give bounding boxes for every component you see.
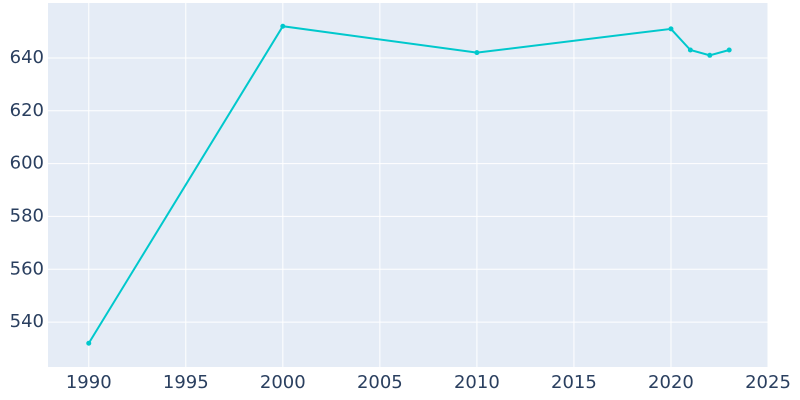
x-tick-label: 2020 — [648, 372, 694, 393]
x-tick-label: 2000 — [260, 372, 306, 393]
marker — [474, 50, 480, 56]
y-tick-label: 600 — [10, 153, 44, 174]
y-tick-label: 580 — [10, 205, 44, 226]
x-tick-label: 1995 — [163, 372, 209, 393]
y-tick-label: 620 — [10, 100, 44, 121]
x-tick-label: 2015 — [551, 372, 597, 393]
x-tick-label: 2005 — [357, 372, 403, 393]
marker — [707, 52, 713, 58]
y-tick-label: 560 — [10, 258, 44, 279]
x-tick-label: 2010 — [454, 372, 500, 393]
plot-area — [48, 3, 768, 367]
y-tick-label: 540 — [10, 311, 44, 332]
marker — [726, 47, 732, 53]
marker — [86, 340, 92, 346]
y-tick-label: 640 — [10, 47, 44, 68]
marker — [668, 26, 674, 32]
marker — [687, 47, 693, 53]
x-tick-label: 1990 — [66, 372, 112, 393]
marker — [280, 23, 286, 29]
x-tick-label: 2025 — [745, 372, 791, 393]
